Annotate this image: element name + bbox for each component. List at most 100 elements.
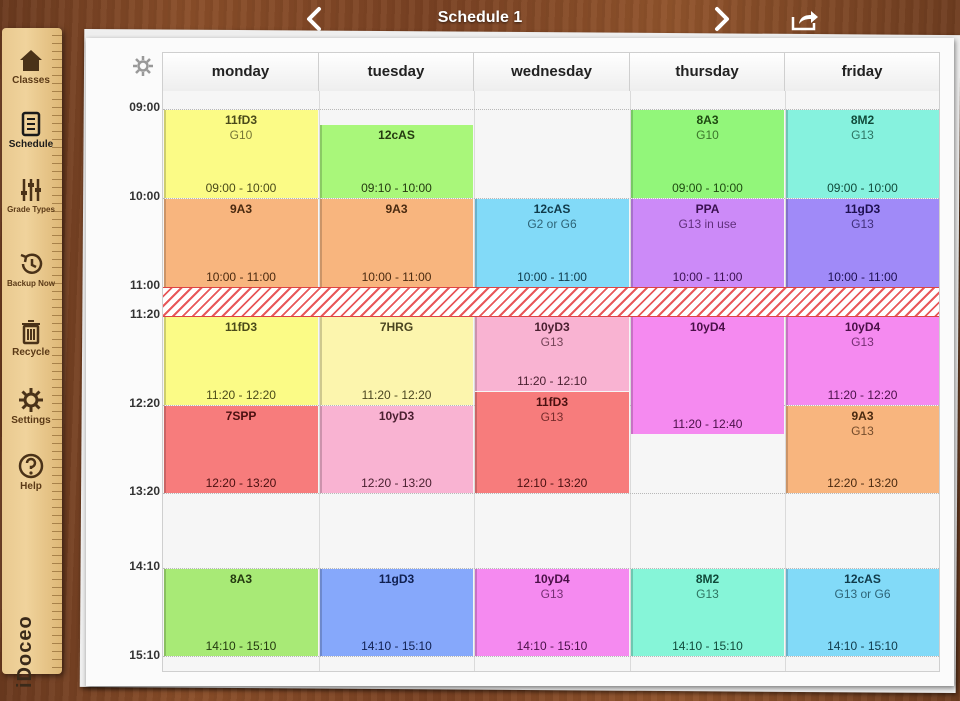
lesson-time: 09:00 - 10:00 xyxy=(827,181,898,195)
lesson-class: 11gD3 xyxy=(844,202,881,216)
lesson-class: 8M2 xyxy=(695,572,720,586)
chevron-right-icon xyxy=(715,7,729,31)
lesson-class: 9A3 xyxy=(385,202,408,216)
lesson-class: PPA xyxy=(695,202,720,216)
lesson-room: G13 xyxy=(851,335,874,349)
lesson-room: G13 xyxy=(540,410,564,424)
lesson-block[interactable]: 12cAS 09:10 - 10:00 xyxy=(320,125,473,198)
lesson-class: 10yD4 xyxy=(689,320,726,334)
backup-icon xyxy=(20,253,43,274)
sidebar-item-label: Grade Types xyxy=(7,205,55,214)
hour-line xyxy=(163,109,939,110)
sidebar-item-help[interactable]: Help xyxy=(2,452,60,492)
lesson-class: 11fD3 xyxy=(535,395,569,409)
lesson-block[interactable]: 9A3 10:00 - 11:00 xyxy=(164,199,318,287)
lesson-block[interactable]: 8M2 G13 14:10 - 15:10 xyxy=(631,569,784,656)
lesson-block[interactable]: 10yD4 G13 14:10 - 15:10 xyxy=(475,569,629,656)
sidebar-item-classes[interactable]: Classes xyxy=(2,46,60,86)
sidebar-item-schedule[interactable]: Schedule xyxy=(2,110,60,150)
hour-line xyxy=(163,568,939,569)
lesson-class: 10yD4 xyxy=(534,572,570,586)
share-button[interactable] xyxy=(790,8,820,32)
column-divider xyxy=(319,91,320,671)
lesson-block[interactable]: 12cAS G13 or G6 14:10 - 15:10 xyxy=(786,569,939,656)
lesson-time: 09:00 - 10:00 xyxy=(205,181,277,195)
lesson-block[interactable]: 10yD3 G13 11:20 - 12:10 xyxy=(475,317,629,391)
lesson-time: 10:00 - 11:00 xyxy=(206,270,276,284)
sidebar-item-backup-now[interactable]: Backup Now xyxy=(2,250,60,288)
brand-logo: iDoceo xyxy=(14,615,36,688)
lesson-time: 14:10 - 15:10 xyxy=(827,639,898,653)
sidebar-item-recycle[interactable]: Recycle xyxy=(2,318,60,358)
lesson-block[interactable]: 12cAS G2 or G6 10:00 - 11:00 xyxy=(475,199,629,287)
lesson-block[interactable]: 8M2 G13 09:00 - 10:00 xyxy=(786,110,939,198)
sidebar-item-label: Backup Now xyxy=(6,279,55,288)
lesson-class: 12cAS xyxy=(378,128,415,142)
lesson-class: 12cAS xyxy=(533,202,571,216)
sidebar-item-label: Schedule xyxy=(8,139,54,150)
lesson-time: 12:20 - 13:20 xyxy=(205,476,277,490)
lesson-time: 12:10 - 13:20 xyxy=(516,476,588,490)
previous-schedule-button[interactable] xyxy=(302,6,326,32)
lesson-room: G13 xyxy=(540,587,564,601)
hour-line xyxy=(163,493,939,494)
lesson-room: G13 xyxy=(540,335,564,349)
lesson-room: G13 xyxy=(851,128,874,142)
lesson-time: 10:00 - 11:00 xyxy=(361,270,432,284)
lesson-class: 10yD4 xyxy=(844,320,881,334)
help-icon xyxy=(18,453,44,479)
hour-line xyxy=(163,198,939,199)
lesson-class: 10yD3 xyxy=(378,409,415,423)
lesson-block[interactable]: 8A3 14:10 - 15:10 xyxy=(164,569,318,656)
column-divider xyxy=(474,91,475,671)
lesson-block[interactable]: 11gD3 G13 10:00 - 11:00 xyxy=(786,199,939,287)
day-header-tuesday: tuesday xyxy=(319,53,474,91)
lesson-time: 10:00 - 11:00 xyxy=(517,270,587,284)
sidebar-item-label: Recycle xyxy=(12,347,50,358)
lesson-block[interactable]: 10yD4 G13 11:20 - 12:20 xyxy=(786,317,939,405)
share-icon xyxy=(791,11,818,31)
lesson-time: 11:20 - 12:20 xyxy=(827,388,898,402)
lesson-room: G13 or G6 xyxy=(834,587,891,601)
chevron-left-icon xyxy=(307,7,321,31)
lesson-room: G10 xyxy=(229,128,253,142)
lesson-time: 09:10 - 10:00 xyxy=(361,181,432,195)
lesson-block[interactable]: PPA G13 in use 10:00 - 11:00 xyxy=(631,199,784,287)
trash-icon xyxy=(22,320,40,345)
lesson-block[interactable]: 10yD4 11:20 - 12:40 xyxy=(631,317,784,434)
time-label: 12:20 xyxy=(129,396,160,410)
column-divider xyxy=(630,91,631,671)
lesson-time: 11:20 - 12:20 xyxy=(361,388,432,402)
lesson-block[interactable]: 7HRG 11:20 - 12:20 xyxy=(320,317,473,405)
lesson-class: 7HRG xyxy=(379,320,414,334)
lesson-time: 10:00 - 11:00 xyxy=(672,270,743,284)
next-schedule-button[interactable] xyxy=(710,6,734,32)
schedule-settings-button[interactable] xyxy=(132,55,154,77)
lesson-block[interactable]: 9A3 G13 12:20 - 13:20 xyxy=(786,406,939,493)
lesson-class: 12cAS xyxy=(844,572,881,586)
lesson-time: 14:10 - 15:10 xyxy=(516,639,588,653)
sidebar-item-label: Settings xyxy=(11,415,51,426)
lesson-block[interactable]: 9A3 10:00 - 11:00 xyxy=(320,199,473,287)
lesson-block[interactable]: 11fD3 G13 12:10 - 13:20 xyxy=(475,392,629,493)
time-label: 13:20 xyxy=(129,484,160,498)
lesson-time: 12:20 - 13:20 xyxy=(361,476,432,490)
day-header-wednesday: wednesday xyxy=(474,53,630,91)
lesson-block[interactable]: 11fD3 G10 09:00 - 10:00 xyxy=(164,110,318,198)
lesson-block[interactable]: 11fD3 11:20 - 12:20 xyxy=(164,317,318,405)
lesson-block[interactable]: 7SPP 12:20 - 13:20 xyxy=(164,406,318,493)
time-label: 09:00 xyxy=(129,100,160,114)
lesson-class: 11fD3 xyxy=(224,320,258,334)
lesson-time: 11:20 - 12:40 xyxy=(672,417,743,431)
time-label: 10:00 xyxy=(129,189,160,203)
sidebar-item-grade-types[interactable]: Grade Types xyxy=(2,176,60,214)
lesson-block[interactable]: 11gD3 14:10 - 15:10 xyxy=(320,569,473,656)
sidebar-item-settings[interactable]: Settings xyxy=(2,386,60,426)
lesson-class: 9A3 xyxy=(851,409,874,423)
lesson-block[interactable]: 8A3 G10 09:00 - 10:00 xyxy=(631,110,784,198)
lesson-time: 14:10 - 15:10 xyxy=(205,639,277,653)
lesson-block[interactable]: 10yD3 12:20 - 13:20 xyxy=(320,406,473,493)
gear-icon xyxy=(19,388,43,412)
lesson-class: 8A3 xyxy=(229,572,252,586)
sidebar-item-label: Classes xyxy=(12,75,50,86)
